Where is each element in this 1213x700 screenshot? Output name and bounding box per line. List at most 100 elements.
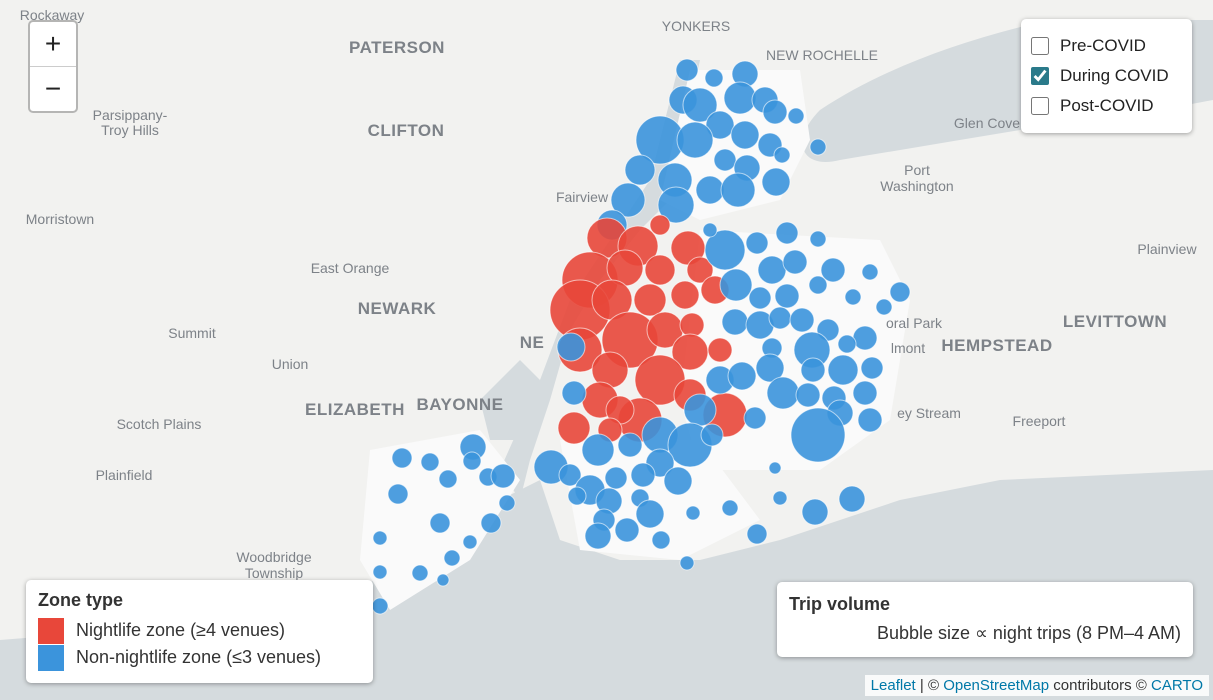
zone-bubble[interactable]: [695, 175, 725, 205]
zone-bubble[interactable]: [768, 306, 792, 330]
zone-bubble[interactable]: [774, 283, 800, 309]
zone-bubble[interactable]: [755, 353, 785, 383]
link[interactable]: OpenStreetMap: [943, 677, 1050, 694]
zone-bubble[interactable]: [429, 512, 451, 534]
zone-bubble[interactable]: [773, 146, 791, 164]
zone-bubble[interactable]: [630, 462, 656, 488]
link[interactable]: CARTO: [1151, 677, 1203, 694]
zone-bubble[interactable]: [743, 406, 767, 430]
zone-bubble[interactable]: [705, 110, 735, 140]
zone-bubble[interactable]: [789, 307, 815, 333]
zoom-out[interactable]: −: [30, 66, 76, 111]
zone-bubble[interactable]: [795, 382, 821, 408]
zone-bubble[interactable]: [490, 463, 516, 489]
zone-bubble[interactable]: [889, 281, 911, 303]
zoom-in[interactable]: +: [44, 28, 62, 59]
zone-bubble[interactable]: [809, 230, 827, 248]
checkbox[interactable]: [1031, 67, 1049, 85]
zone-bubble[interactable]: [857, 407, 883, 433]
zone-bubble[interactable]: [721, 308, 749, 336]
zone-bubble[interactable]: [462, 451, 482, 471]
zone-bubble[interactable]: [852, 380, 878, 406]
zone-bubble[interactable]: [670, 280, 700, 310]
zone-bubble[interactable]: [700, 423, 724, 447]
zone-bubble[interactable]: [837, 334, 857, 354]
zone-bubble[interactable]: [436, 573, 450, 587]
zone-bubble[interactable]: [761, 167, 791, 197]
zone-bubble[interactable]: [704, 229, 746, 271]
zone-bubble[interactable]: [411, 564, 429, 582]
zone-bubble[interactable]: [827, 354, 859, 386]
zone-bubble[interactable]: [790, 407, 846, 463]
zone-bubble[interactable]: [746, 523, 768, 545]
zone-bubble[interactable]: [644, 254, 676, 286]
zone-bubble[interactable]: [730, 120, 760, 150]
zone-bubble[interactable]: [707, 337, 733, 363]
zone-bubble[interactable]: [663, 466, 693, 496]
checkbox[interactable]: [1031, 97, 1049, 115]
zone-bubble[interactable]: [775, 221, 799, 245]
link[interactable]: Leaflet: [870, 677, 916, 694]
zone-bubble[interactable]: [704, 68, 724, 88]
zone-bubble[interactable]: [657, 186, 695, 224]
zone-bubble[interactable]: [686, 256, 714, 284]
zone-bubble[interactable]: [420, 452, 440, 472]
zone-bubble[interactable]: [800, 357, 826, 383]
zone-bubble[interactable]: [702, 222, 718, 238]
zone-bubble[interactable]: [438, 469, 458, 489]
zone-bubble[interactable]: [809, 138, 827, 156]
zone-bubble[interactable]: [372, 564, 388, 580]
zone-bubble[interactable]: [727, 361, 757, 391]
zone-bubble[interactable]: [860, 356, 884, 380]
zone-bubble[interactable]: [462, 534, 478, 550]
zone-bubble[interactable]: [748, 286, 772, 310]
zone-bubble[interactable]: [679, 555, 695, 571]
checkbox[interactable]: [1031, 37, 1049, 55]
zone-bubble[interactable]: [556, 332, 586, 362]
zone-bubble[interactable]: [557, 411, 591, 445]
zone-bubble[interactable]: [567, 486, 587, 506]
zone-bubble[interactable]: [844, 288, 862, 306]
zone-bubble[interactable]: [371, 597, 389, 615]
zone-bubble[interactable]: [679, 312, 705, 338]
zone-bubble[interactable]: [443, 549, 461, 567]
zone-bubble[interactable]: [685, 505, 701, 521]
zone-bubble[interactable]: [782, 249, 808, 275]
zone-bubble[interactable]: [787, 107, 805, 125]
zone-bubble[interactable]: [762, 99, 788, 125]
zone-bubble[interactable]: [675, 58, 699, 82]
zone-bubble[interactable]: [651, 530, 671, 550]
zone-bubble[interactable]: [720, 172, 756, 208]
zone-bubble[interactable]: [838, 485, 866, 513]
zone-bubble[interactable]: [676, 121, 714, 159]
zone-bubble[interactable]: [581, 433, 615, 467]
zone-bubble[interactable]: [745, 231, 769, 255]
zone-bubble[interactable]: [820, 257, 846, 283]
zone-bubble[interactable]: [387, 483, 409, 505]
zone-bubble[interactable]: [768, 461, 782, 475]
zone-bubble[interactable]: [801, 498, 829, 526]
zone-bubble[interactable]: [614, 517, 640, 543]
zone-bubble[interactable]: [558, 463, 582, 487]
zone-bubble[interactable]: [713, 148, 737, 172]
zone-bubble[interactable]: [723, 81, 757, 115]
zone-bubble[interactable]: [861, 263, 879, 281]
zone-bubble[interactable]: [683, 393, 717, 427]
zone-bubble[interactable]: [772, 490, 788, 506]
zone-bubble[interactable]: [766, 376, 800, 410]
zone-bubble[interactable]: [480, 512, 502, 534]
zone-bubble[interactable]: [498, 494, 516, 512]
zone-bubble[interactable]: [617, 432, 643, 458]
zone-bubble[interactable]: [852, 325, 878, 351]
zone-bubble[interactable]: [633, 283, 667, 317]
zone-bubble[interactable]: [649, 214, 671, 236]
zone-bubble[interactable]: [604, 466, 628, 490]
zone-bubble[interactable]: [561, 380, 587, 406]
zone-bubble[interactable]: [808, 275, 828, 295]
zone-bubble[interactable]: [391, 447, 413, 469]
zone-bubble[interactable]: [757, 255, 787, 285]
zone-bubble[interactable]: [719, 268, 753, 302]
zone-bubble[interactable]: [875, 298, 893, 316]
zone-bubble[interactable]: [682, 87, 718, 123]
zone-bubble[interactable]: [610, 182, 646, 218]
